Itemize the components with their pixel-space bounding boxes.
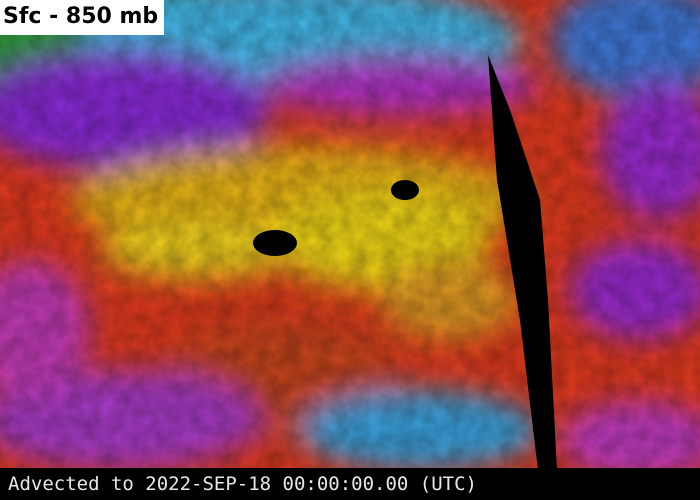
data-gap — [488, 55, 557, 470]
data-gap — [253, 230, 297, 256]
timestamp: Advected to 2022-SEP-18 00:00:00.00 (UTC… — [0, 468, 700, 500]
data-gap — [391, 180, 419, 200]
title: Sfc - 850 mb — [0, 0, 165, 35]
